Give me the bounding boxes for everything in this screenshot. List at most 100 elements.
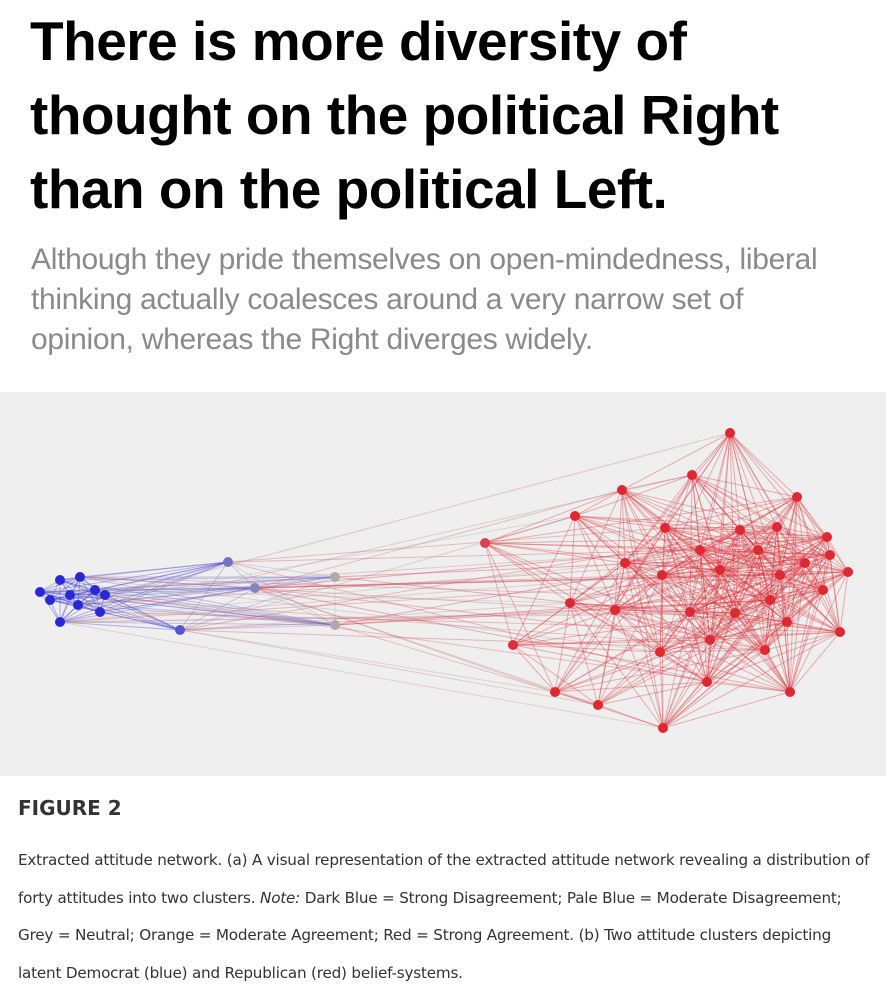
node bbox=[765, 595, 775, 605]
edge bbox=[719, 536, 828, 571]
node bbox=[818, 585, 828, 595]
edge bbox=[706, 589, 824, 683]
node bbox=[730, 608, 740, 618]
edge bbox=[484, 542, 556, 693]
edge bbox=[776, 526, 828, 538]
edge bbox=[664, 527, 831, 556]
edge bbox=[569, 602, 599, 706]
node bbox=[330, 620, 340, 630]
edge bbox=[796, 496, 806, 564]
edge bbox=[574, 515, 701, 551]
edge bbox=[804, 536, 828, 564]
edge bbox=[662, 639, 711, 729]
edge bbox=[621, 489, 778, 528]
edge bbox=[661, 562, 806, 576]
edge bbox=[789, 571, 849, 693]
node bbox=[223, 557, 233, 567]
edge bbox=[659, 549, 759, 653]
edge bbox=[709, 571, 849, 641]
edge bbox=[786, 589, 824, 623]
edge bbox=[779, 574, 841, 633]
edge bbox=[659, 611, 691, 653]
edge bbox=[689, 496, 798, 613]
edge bbox=[614, 529, 741, 611]
edge bbox=[94, 576, 336, 591]
node bbox=[570, 511, 580, 521]
edge bbox=[691, 474, 771, 601]
edge bbox=[624, 496, 798, 564]
edge bbox=[624, 562, 691, 613]
edge bbox=[699, 549, 766, 651]
edge bbox=[254, 587, 336, 626]
edge bbox=[734, 574, 781, 614]
edge bbox=[597, 704, 664, 729]
edge bbox=[779, 574, 788, 623]
edge bbox=[719, 569, 736, 614]
node bbox=[705, 635, 715, 645]
edge bbox=[789, 554, 831, 693]
edge bbox=[512, 644, 661, 653]
edge bbox=[254, 576, 336, 589]
node bbox=[565, 598, 575, 608]
node bbox=[55, 575, 65, 585]
edge bbox=[729, 432, 778, 528]
edge bbox=[662, 681, 708, 729]
edge bbox=[664, 496, 798, 529]
edge bbox=[729, 432, 741, 531]
edge bbox=[554, 574, 663, 693]
edge bbox=[179, 526, 778, 631]
edge bbox=[597, 612, 736, 706]
edge bbox=[569, 602, 711, 641]
edge bbox=[624, 529, 741, 564]
edge bbox=[789, 562, 806, 693]
edge bbox=[664, 527, 736, 614]
edge bbox=[569, 489, 623, 604]
edge bbox=[689, 611, 766, 651]
edge bbox=[764, 536, 828, 651]
edge bbox=[624, 562, 663, 576]
edge bbox=[49, 561, 229, 601]
edge bbox=[484, 542, 721, 571]
edge bbox=[764, 562, 806, 651]
edge bbox=[59, 579, 336, 626]
node bbox=[95, 607, 105, 617]
edge bbox=[699, 529, 741, 551]
edge bbox=[729, 432, 759, 551]
edge bbox=[729, 432, 806, 564]
edge bbox=[764, 589, 824, 651]
edge bbox=[757, 549, 841, 633]
edge bbox=[706, 599, 771, 683]
edge bbox=[569, 602, 664, 729]
edge bbox=[179, 576, 336, 631]
edge bbox=[597, 651, 661, 706]
edge bbox=[699, 432, 731, 551]
edge bbox=[769, 496, 798, 601]
edge bbox=[59, 621, 664, 729]
edge bbox=[334, 599, 771, 626]
edge bbox=[757, 549, 806, 564]
edge bbox=[779, 574, 791, 693]
edge bbox=[699, 549, 831, 556]
edge bbox=[664, 527, 759, 551]
edge bbox=[574, 515, 663, 576]
node bbox=[100, 590, 110, 600]
edge bbox=[661, 496, 798, 576]
edge bbox=[659, 574, 663, 653]
edge bbox=[776, 526, 841, 633]
edge bbox=[59, 587, 256, 623]
edge bbox=[691, 474, 759, 551]
edge bbox=[699, 549, 824, 591]
edge bbox=[614, 574, 663, 611]
edge bbox=[597, 574, 663, 706]
edge bbox=[574, 489, 623, 517]
edge bbox=[79, 576, 661, 653]
edge bbox=[719, 569, 841, 633]
edge bbox=[662, 589, 824, 729]
edge bbox=[484, 542, 708, 683]
edge bbox=[709, 621, 788, 641]
edge bbox=[691, 474, 711, 641]
node bbox=[73, 600, 83, 610]
node bbox=[655, 647, 665, 657]
edge bbox=[719, 562, 806, 571]
